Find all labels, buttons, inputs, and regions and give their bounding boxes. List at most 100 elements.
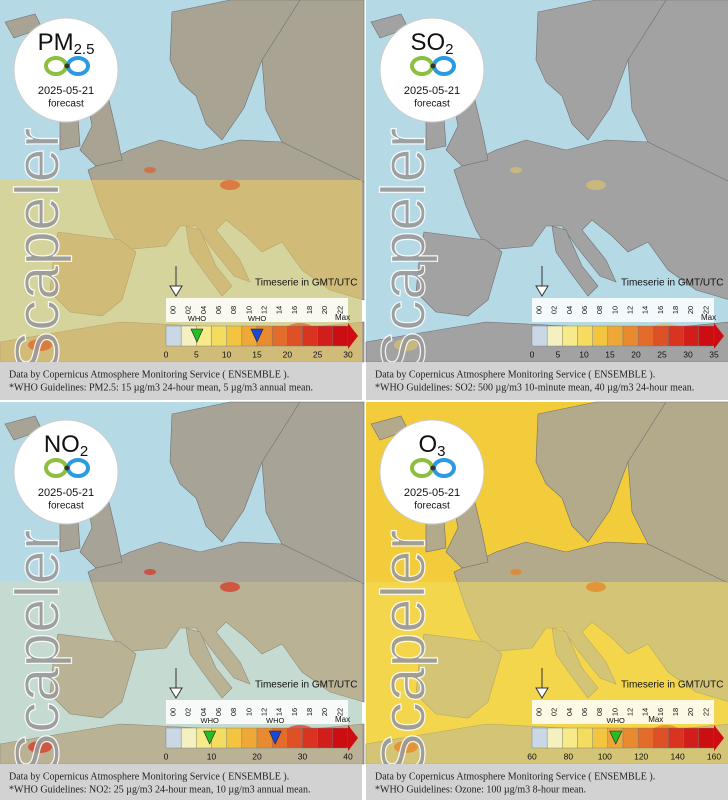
scale-cell: [317, 325, 334, 347]
hour-label: 12: [626, 306, 635, 314]
scale-cell: [271, 325, 288, 347]
scale-cell: [165, 325, 182, 347]
scale-cell: [546, 727, 563, 749]
scale-label: 15: [605, 349, 615, 359]
hour-label: 10: [610, 708, 619, 716]
hour-label: 02: [550, 708, 559, 716]
scale-cell: [562, 727, 578, 749]
hour-label: 22: [335, 306, 344, 314]
hour-label: 10: [610, 306, 619, 314]
caption-bg: [366, 764, 728, 800]
who-marker: [250, 328, 264, 343]
hours-strip: [166, 298, 348, 322]
hour-label: 02: [184, 306, 193, 314]
who-label: WHO: [201, 716, 219, 725]
hours-strip: [532, 700, 714, 724]
scale-cell: [546, 325, 563, 347]
pollutant: SO2: [410, 29, 453, 58]
scale-arrow: [714, 725, 724, 751]
watermark: Scapeler: [369, 128, 438, 373]
caption: Data by Copernicus Atmosphere Monitoring…: [9, 771, 289, 782]
hour-label: 16: [290, 306, 299, 314]
hour-label: 16: [290, 708, 299, 716]
hotspot: [394, 339, 418, 351]
logo-dot: [430, 63, 436, 69]
caption-bg: [366, 362, 728, 400]
hour-label: 12: [260, 306, 269, 314]
time-marker: [169, 687, 183, 699]
scale-cell: [577, 727, 593, 749]
scale-cell: [226, 727, 243, 749]
hour-label: 20: [320, 306, 329, 314]
caption-bg: [0, 764, 362, 800]
scale-cell: [302, 325, 318, 347]
hour-label: 20: [686, 708, 695, 716]
map-panel: Scapeler O3 2025-05-21 forecast Timeserie in…: [365, 401, 728, 800]
hotspot: [28, 741, 52, 753]
caption: *WHO Guidelines: NO2: 25 µg/m3 24-hour m…: [9, 784, 310, 795]
pollutant-main: NO: [44, 431, 80, 458]
scale-label: 15: [252, 349, 262, 359]
pollutant-sub: 2: [80, 443, 88, 460]
scale-label: 20: [283, 349, 293, 359]
map-panel: Scapeler NO2 2025-05-21 forecast Timeserie i…: [0, 401, 365, 800]
hour-label: 06: [214, 306, 223, 314]
scale-cell: [180, 727, 197, 749]
hour-label: 08: [229, 306, 238, 314]
caption: Data by Copernicus Atmosphere Monitoring…: [375, 771, 655, 782]
scale-cell: [317, 727, 334, 749]
scale-cell: [698, 727, 715, 749]
pollutant-main: SO: [410, 29, 445, 56]
hotspot: [144, 167, 156, 173]
scale-cell: [332, 727, 349, 749]
scale-cell: [592, 727, 609, 749]
hotspot: [144, 569, 156, 575]
hour-label: 18: [671, 306, 680, 314]
hour-label: 18: [305, 708, 314, 716]
watermark: Scapeler: [3, 128, 72, 373]
hour-label: 14: [641, 306, 650, 314]
scale-cell: [226, 325, 243, 347]
hour-label: 06: [214, 708, 223, 716]
max-label: Max: [648, 715, 663, 724]
caption-bg: [0, 362, 362, 400]
hotspot: [510, 167, 522, 173]
forecast: forecast: [48, 99, 84, 110]
scale-label: 0: [164, 349, 169, 359]
land: [87, 541, 365, 703]
hour-label: 10: [244, 708, 253, 716]
hours-strip: [532, 298, 714, 322]
scale-label: 160: [707, 751, 721, 761]
scale-label: 30: [683, 349, 693, 359]
time-marker: [535, 687, 549, 699]
hour-label: 04: [199, 306, 208, 314]
scale-cell: [531, 325, 548, 347]
hour-label: 22: [701, 708, 710, 716]
hour-label: 06: [580, 306, 589, 314]
scale-label: 25: [313, 349, 323, 359]
hour-label: 00: [169, 708, 178, 716]
pollutant-sub: 3: [437, 443, 445, 460]
hotspot: [220, 180, 240, 190]
pollutant-main: PM: [38, 29, 74, 56]
scale-label: 30: [298, 751, 308, 761]
scale-cell: [577, 325, 593, 347]
date: 2025-05-21: [38, 487, 94, 499]
scale-label: 40: [343, 751, 353, 761]
hour-label: 18: [671, 708, 680, 716]
land: [49, 633, 137, 719]
who-marker: [609, 730, 623, 745]
hours-strip: [166, 700, 348, 724]
date: 2025-05-21: [404, 85, 460, 97]
hour-label: 08: [595, 708, 604, 716]
scale-cell: [668, 727, 684, 749]
scale-label: 10: [579, 349, 589, 359]
who-marker: [268, 730, 282, 745]
hour-label: 12: [626, 708, 635, 716]
hour-label: 08: [595, 306, 604, 314]
scale-cell: [698, 325, 715, 347]
hour-label: 10: [244, 306, 253, 314]
land: [169, 0, 301, 141]
scale-label: 5: [194, 349, 199, 359]
